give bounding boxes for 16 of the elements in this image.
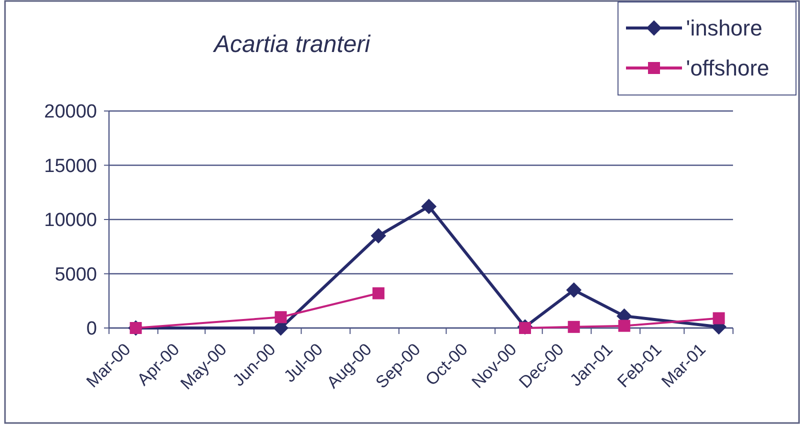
- point: [712, 312, 725, 324]
- point: [274, 311, 287, 324]
- legend-label: 'offshore: [686, 56, 770, 81]
- y-tick-label: 20000: [44, 102, 97, 123]
- chart-title: Acartia tranteri: [212, 31, 371, 58]
- point: [372, 287, 384, 300]
- point: [568, 320, 580, 333]
- y-tick-label: 10000: [44, 210, 97, 232]
- y-tick-label: 15000: [44, 156, 97, 177]
- y-tick-label: 0: [86, 318, 97, 340]
- point: [618, 320, 630, 332]
- y-tick-label: 5000: [54, 264, 97, 286]
- point: [421, 198, 436, 214]
- legend-label: 'inshore: [686, 16, 762, 41]
- point: [566, 282, 582, 298]
- point: [370, 228, 386, 244]
